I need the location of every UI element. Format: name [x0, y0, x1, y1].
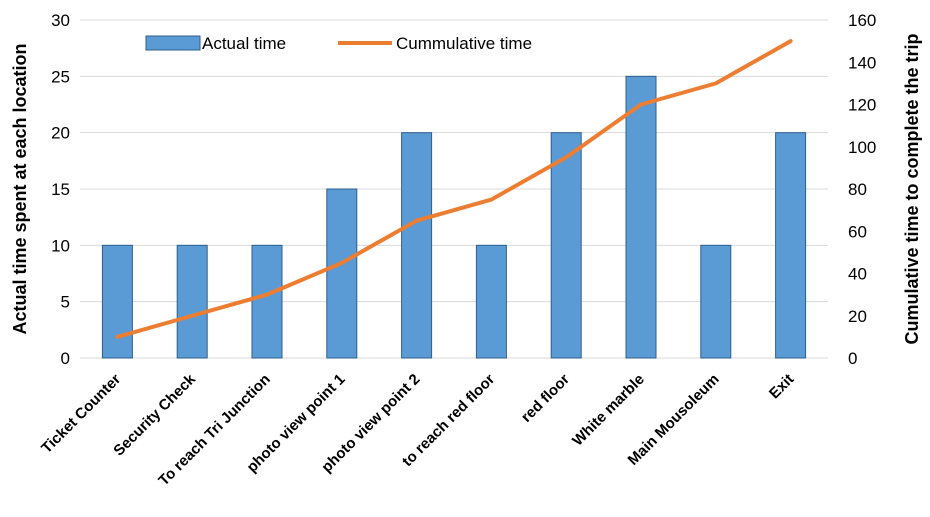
right-axis-title: Cumulative time to complete the trip: [902, 33, 922, 344]
left-tick-label: 5: [61, 293, 70, 312]
left-axis-title: Actual time spent at each location: [10, 43, 30, 334]
cumulative-line: [115, 39, 793, 339]
bar: [326, 188, 358, 359]
bar: [475, 244, 507, 359]
left-axis-ticks: 0 5 10 15 20 25 30: [51, 11, 70, 368]
right-axis-ticks: 0 20 40 60 80 100 120 140 160: [848, 11, 876, 368]
right-tick-label: 100: [848, 138, 876, 157]
left-tick-label: 30: [51, 11, 70, 30]
right-tick-label: 120: [848, 96, 876, 115]
bar: [401, 132, 433, 359]
bar: [775, 132, 807, 359]
right-tick-label: 140: [848, 53, 876, 72]
category-label: red floor: [518, 371, 573, 426]
legend: Actual time Cummulative time: [145, 34, 532, 53]
right-tick-label: 80: [848, 180, 867, 199]
left-tick-label: 10: [51, 236, 70, 255]
left-tick-label: 20: [51, 124, 70, 143]
right-tick-label: 160: [848, 11, 876, 30]
bar: [625, 75, 657, 359]
left-tick-label: 0: [61, 349, 70, 368]
bar: [550, 132, 582, 359]
bar: [251, 244, 283, 359]
line-series-cumulative-time: [115, 39, 793, 339]
legend-label-cumulative-time: Cummulative time: [396, 34, 532, 53]
bar-series-actual-time: [101, 75, 807, 359]
legend-label-actual-time: Actual time: [202, 34, 286, 53]
right-tick-label: 40: [848, 265, 867, 284]
bar: [101, 244, 133, 359]
bar: [700, 244, 732, 359]
legend-swatch-actual-time: [145, 35, 201, 51]
category-label: Exit: [766, 371, 797, 402]
category-label: Ticket Counter: [38, 371, 124, 457]
right-tick-label: 20: [848, 307, 867, 326]
left-tick-label: 15: [51, 180, 70, 199]
left-tick-label: 25: [51, 67, 70, 86]
right-tick-label: 60: [848, 222, 867, 241]
category-label: White marble: [569, 371, 648, 450]
right-tick-label: 0: [848, 349, 857, 368]
bar: [176, 244, 208, 359]
